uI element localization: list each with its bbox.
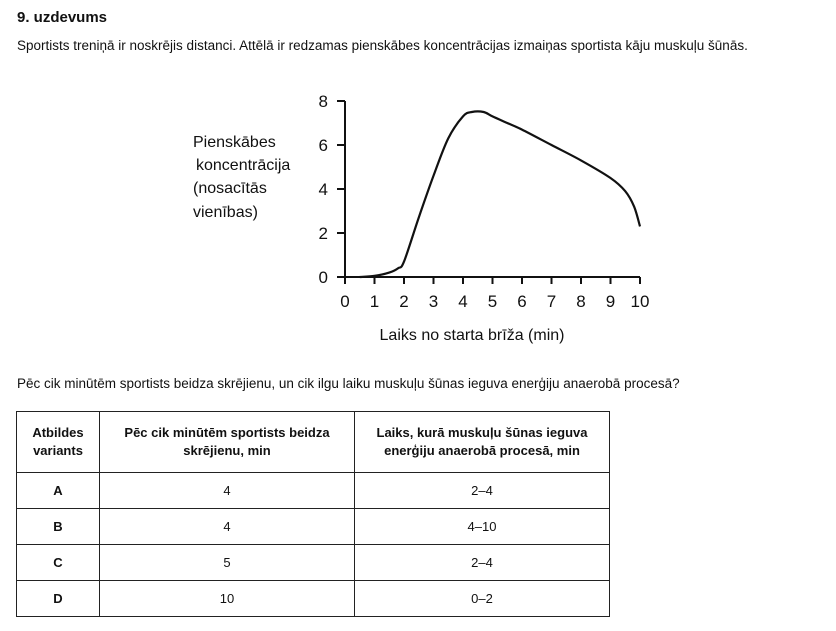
table-row: C 5 2–4 xyxy=(16,544,610,581)
chart-ticks: 0 1 2 3 4 5 6 7 8 9 10 0 2 4 6 8 xyxy=(319,92,650,311)
header-anaerobic: Laiks, kurā muskuļu šūnas ieguva enerģij… xyxy=(354,411,610,473)
cell-minutes: 5 xyxy=(99,544,355,581)
cell-anaerobic: 2–4 xyxy=(354,544,610,581)
chart-axes xyxy=(344,101,640,278)
header-minutes: Pēc cik minūtēm sportists beidza skrējie… xyxy=(99,411,355,473)
x-tick-label: 2 xyxy=(399,292,408,311)
cell-variant: D xyxy=(16,580,100,617)
cell-anaerobic: 2–4 xyxy=(354,472,610,509)
x-tick-label: 0 xyxy=(340,292,349,311)
x-tick-label: 4 xyxy=(458,292,467,311)
y-axis-label-line: vienības) xyxy=(193,204,258,221)
y-axis-label-line: (nosacītās xyxy=(193,180,267,197)
chart-series xyxy=(359,110,642,279)
task-intro: Sportists treniņā ir noskrējis distanci.… xyxy=(17,38,748,53)
table-header-row: Atbildes variants Pēc cik minūtēm sporti… xyxy=(16,411,610,473)
x-tick-label: 6 xyxy=(517,292,526,311)
y-axis-label-line: koncentrācija xyxy=(196,157,290,174)
y-tick-label: 4 xyxy=(319,180,328,199)
cell-minutes: 4 xyxy=(99,472,355,509)
y-tick-label: 6 xyxy=(319,136,328,155)
cell-variant: B xyxy=(16,508,100,545)
cell-variant: C xyxy=(16,544,100,581)
x-tick-label: 9 xyxy=(606,292,615,311)
cell-anaerobic: 4–10 xyxy=(354,508,610,545)
cell-minutes: 4 xyxy=(99,508,355,545)
x-tick-label: 8 xyxy=(576,292,585,311)
x-tick-label: 5 xyxy=(488,292,497,311)
y-tick-label: 8 xyxy=(319,92,328,111)
cell-variant: A xyxy=(16,472,100,509)
lactic-acid-chart: Pienskābes koncentrācija (nosacītās vienība… xyxy=(193,92,650,344)
cell-anaerobic: 0–2 xyxy=(354,580,610,617)
y-tick-label: 2 xyxy=(319,224,328,243)
task-title: 9. uzdevums xyxy=(17,9,108,26)
answer-table: Atbildes variants Pēc cik minūtēm sporti… xyxy=(16,411,610,617)
x-tick-label: 3 xyxy=(429,292,438,311)
task-question: Pēc cik minūtēm sportists beidza skrējie… xyxy=(17,376,680,391)
y-tick-label: 0 xyxy=(319,268,328,287)
x-axis-label: Laiks no starta brīža (min) xyxy=(380,327,565,344)
x-tick-label: 10 xyxy=(631,292,650,311)
cell-minutes: 10 xyxy=(99,580,355,617)
header-variant: Atbildes variants xyxy=(16,411,100,473)
table-row: D 10 0–2 xyxy=(16,580,610,617)
lactic-acid-line xyxy=(359,110,642,279)
table-row: A 4 2–4 xyxy=(16,472,610,509)
table-row: B 4 4–10 xyxy=(16,508,610,545)
y-axis-label: Pienskābes koncentrācija (nosacītās vienība… xyxy=(193,134,290,221)
y-axis-label-line: Pienskābes xyxy=(193,134,276,151)
x-tick-label: 7 xyxy=(547,292,556,311)
x-tick-label: 1 xyxy=(370,292,379,311)
